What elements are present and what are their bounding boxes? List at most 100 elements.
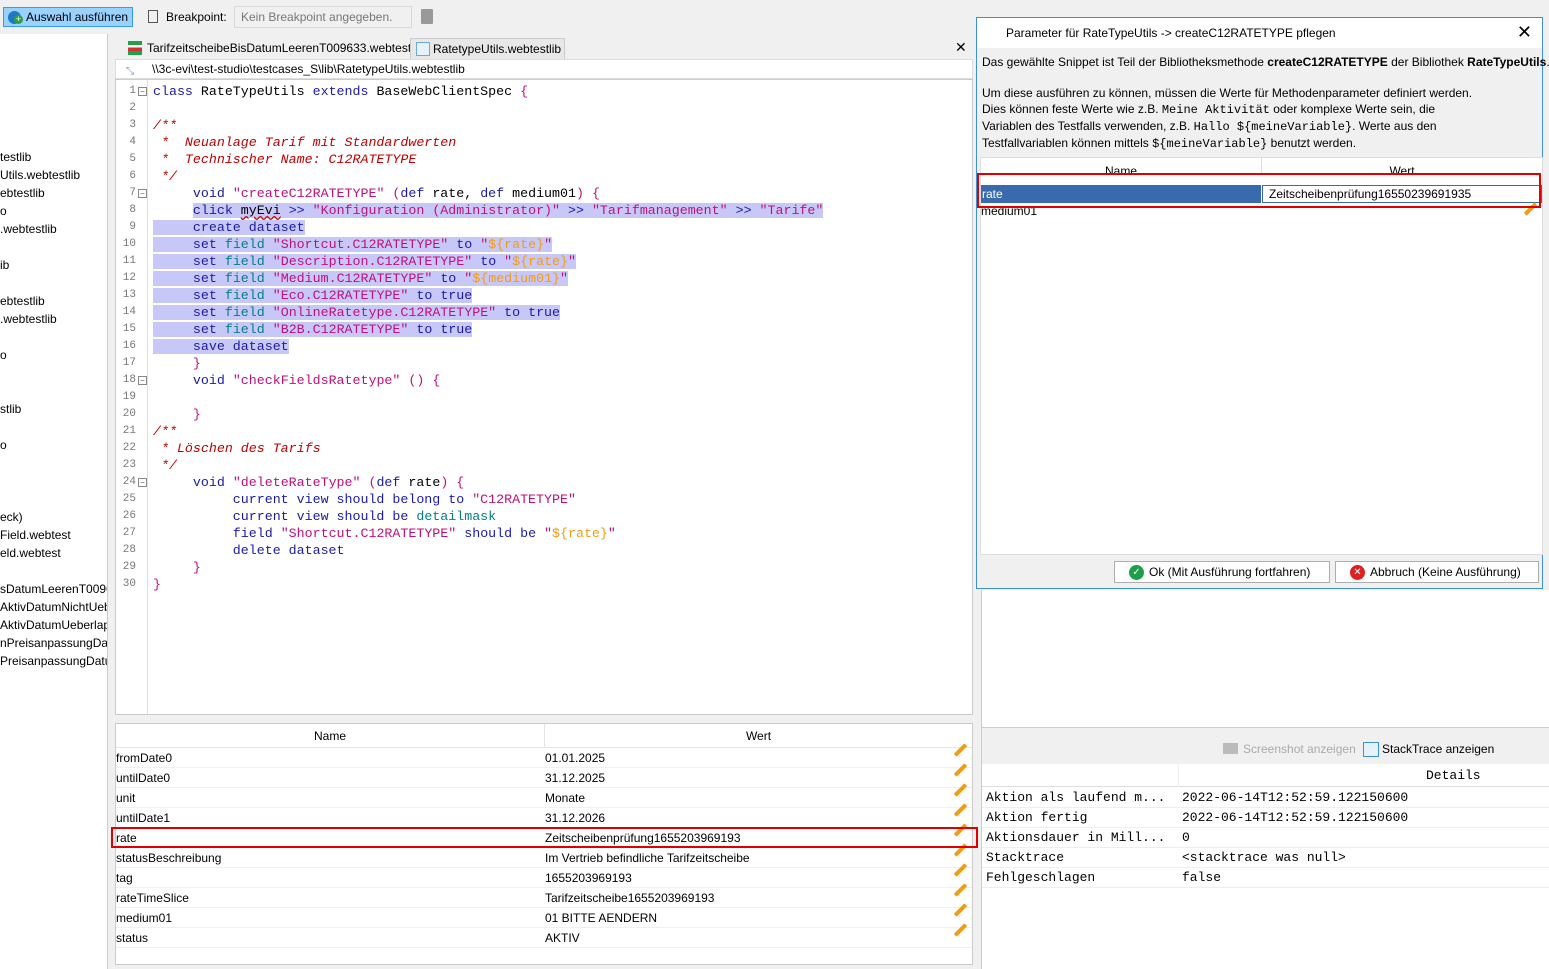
tree-item[interactable]: stlib — [0, 402, 22, 416]
help-text: Dies können feste Werte wie z.B. — [982, 102, 1162, 116]
tree-item[interactable]: sDatumLeerenT00963 — [0, 582, 108, 596]
run-selection-button[interactable]: Auswahl ausführen — [3, 7, 134, 27]
breakpoint-input[interactable]: Kein Breakpoint angegeben. — [234, 6, 412, 28]
variable-row[interactable]: statusBeschreibung Im Vertrieb befindlich… — [116, 843, 972, 868]
tree-item[interactable]: ib — [0, 258, 10, 272]
line-number: 20 — [122, 408, 136, 420]
value-header[interactable]: Wert — [544, 724, 972, 748]
tree-item[interactable]: ebtestlib — [0, 186, 45, 200]
name-header[interactable]: Name — [1104, 164, 1137, 174]
tree-item[interactable]: o — [0, 204, 7, 218]
line-number: 3 — [129, 119, 136, 131]
code-token — [153, 373, 193, 388]
breakpoint-icon — [148, 10, 158, 23]
ok-button[interactable]: ✓ Ok (Mit Ausführung fortfahren) — [1114, 561, 1330, 583]
tree-item[interactable]: testlib — [0, 150, 32, 164]
tree-item[interactable]: PreisanpassungDatum — [0, 654, 107, 668]
ok-label: Ok (Mit Ausführung fortfahren) — [1149, 565, 1311, 579]
tree-item[interactable]: .webtestlib — [0, 312, 57, 326]
tree-item[interactable]: AktivDatumNichtUeb — [0, 600, 108, 614]
code-line: /** — [153, 117, 177, 134]
tree-item[interactable]: o — [0, 438, 7, 452]
code-token: set — [192, 305, 217, 320]
line-number: 8 — [129, 204, 136, 216]
close-icon[interactable]: ✕ — [1516, 22, 1532, 42]
close-tab-icon[interactable]: ✕ — [955, 39, 967, 55]
code-token — [456, 271, 465, 286]
tree-item[interactable]: eld.webtest — [0, 546, 61, 560]
variable-row[interactable]: fromDate0 01.01.2025 — [116, 743, 972, 768]
tree-item[interactable]: nPreisanpassungDatu — [0, 636, 108, 650]
variable-row[interactable]: unit Monate — [116, 783, 972, 808]
tree-item[interactable]: AktivDatumUeberlapp — [0, 618, 108, 632]
project-tree: testlib Utils.webtestlib ebtestlib o .webtes… — [0, 34, 108, 969]
line-gutter: 1−2 3 4 5 6 7−8 9 10 11 12 13 14 15 16 17 18−19 20 21 22 23… — [116, 80, 148, 714]
variable-value: Zeitscheibenprüfung1655203969193 — [545, 831, 741, 845]
variable-row[interactable]: tag 1655203969193 — [116, 863, 972, 888]
fold-toggle-icon[interactable]: − — [138, 87, 147, 96]
collapse-icon[interactable]: ⤡ — [126, 66, 134, 77]
line-number: 14 — [122, 306, 136, 318]
result-toolbar: Screenshot anzeigen StackTrace anzeigen — [982, 727, 1549, 764]
help-text: . Werte aus den — [1352, 119, 1437, 133]
code-token: "createC12RATETYPE" — [232, 186, 385, 201]
code-token — [153, 237, 193, 252]
line-number: 27 — [122, 527, 136, 539]
value-header[interactable]: Wert — [1261, 158, 1542, 174]
code-token: set — [192, 271, 217, 286]
tree-item[interactable]: .webtestlib — [0, 222, 57, 236]
code-token: class — [153, 84, 193, 99]
code-token: { — [591, 186, 600, 201]
variable-value: 01 BITTE AENDERN — [545, 911, 658, 925]
code-token — [232, 203, 241, 218]
tree-item[interactable]: o — [0, 348, 7, 362]
code-token: void — [192, 373, 225, 388]
tree-item[interactable]: eck) — [0, 510, 23, 524]
name-header[interactable]: Name — [116, 724, 544, 748]
tree-item[interactable]: ebtestlib — [0, 294, 45, 308]
fold-toggle-icon[interactable]: − — [138, 189, 147, 198]
param-row[interactable]: rate Zeitscheibenprüfung16550239691935 — [981, 185, 1542, 203]
variable-row[interactable]: status AKTIV — [116, 923, 972, 948]
line-number: 4 — [129, 136, 136, 148]
highlight-box — [111, 827, 978, 848]
fold-toggle-icon[interactable]: − — [138, 478, 147, 487]
variable-name: medium01 — [116, 911, 173, 925]
code-token — [153, 322, 193, 337]
screenshot-button[interactable]: Screenshot anzeigen — [1223, 742, 1356, 756]
code-token: ${rate} — [488, 237, 545, 252]
tab-webtestlib[interactable]: RatetypeUtils.webtestlib — [410, 38, 565, 59]
variable-row[interactable]: untilDate1 31.12.2026 — [116, 803, 972, 828]
code-line: set field "Medium.C12RATETYPE" to "${med… — [153, 270, 569, 287]
intro-text: . — [1546, 55, 1549, 69]
code-token: "B2B.C12RATETYPE" — [272, 322, 409, 337]
variable-row[interactable]: untilDate0 31.12.2025 — [116, 763, 972, 788]
highlight-box — [977, 173, 1541, 208]
code-line: } — [153, 559, 201, 576]
tree-item[interactable]: Field.webtest — [0, 528, 71, 542]
code-editor[interactable]: 1−2 3 4 5 6 7−8 9 10 11 12 13 14 15 16 17 18−19 20 21 22 23… — [115, 79, 973, 715]
code-token: ${medium01} — [472, 271, 561, 286]
code-token: } — [192, 560, 201, 575]
stacktrace-button[interactable]: StackTrace anzeigen — [1363, 742, 1494, 757]
code-token: * Löschen des Tarifs — [153, 441, 321, 456]
code-token — [153, 186, 193, 201]
code-token: set — [192, 237, 217, 252]
code-token: to true — [504, 305, 561, 320]
variable-row[interactable]: rateTimeSlice Tarifzeitscheibe16552039691… — [116, 883, 972, 908]
fold-toggle-icon[interactable]: − — [138, 376, 147, 385]
details-value: false — [1182, 870, 1222, 885]
variable-value: 31.12.2025 — [545, 771, 606, 785]
cancel-button[interactable]: ✕ Abbruch (Keine Ausführung) — [1335, 561, 1539, 583]
variable-row[interactable]: medium01 01 BITTE AENDERN — [116, 903, 972, 928]
line-number: 17 — [122, 357, 136, 369]
tab-webtest[interactable]: TarifzeitscheibeBisDatumLeerenT009633.we… — [115, 38, 411, 59]
param-value-input[interactable]: Zeitscheibenprüfung16550239691935 — [1262, 185, 1542, 203]
code-token — [448, 237, 457, 252]
code-line: * Löschen des Tarifs — [153, 440, 321, 457]
tree-item[interactable]: Utils.webtestlib — [0, 168, 81, 182]
tab-label: RatetypeUtils.webtestlib — [433, 42, 562, 56]
trash-icon[interactable] — [421, 9, 433, 24]
code-token: to true — [416, 288, 473, 303]
code-line: current view should be detailmask — [153, 508, 496, 525]
